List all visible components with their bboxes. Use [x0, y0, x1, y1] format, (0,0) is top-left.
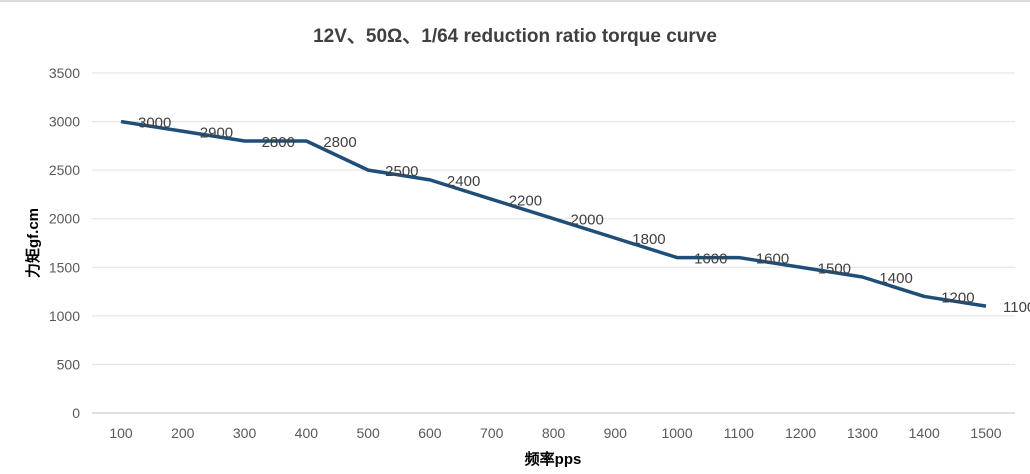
- x-tick-label: 300: [233, 425, 257, 441]
- x-tick-label: 700: [480, 425, 504, 441]
- data-label: 2000: [571, 212, 604, 229]
- data-label: 2400: [447, 173, 480, 190]
- x-tick-label: 1000: [661, 425, 692, 441]
- y-axis-label: 力矩gf.cm: [24, 208, 42, 278]
- data-label: 2500: [385, 163, 418, 180]
- x-tick-label: 1200: [785, 425, 816, 441]
- y-tick-label: 1000: [49, 308, 80, 324]
- x-tick-label: 600: [418, 425, 442, 441]
- x-tick-label: 1400: [909, 425, 940, 441]
- y-tick-label: 3000: [49, 114, 80, 130]
- y-tick-label: 3500: [49, 65, 80, 81]
- chart-title: 12V、50Ω、1/64 reduction ratio torque curv…: [313, 26, 717, 47]
- y-tick-label: 1500: [49, 259, 80, 275]
- x-axis-label: 频率pps: [525, 450, 582, 468]
- data-label: 1600: [694, 251, 727, 268]
- data-label: 3000: [138, 115, 171, 132]
- x-tick-label: 900: [604, 425, 628, 441]
- y-tick-label: 2500: [49, 162, 80, 178]
- y-tick-label: 0: [72, 405, 80, 421]
- data-label: 1800: [632, 231, 665, 248]
- data-label: 2800: [262, 134, 295, 151]
- x-tick-label: 500: [356, 425, 380, 441]
- data-label: 1200: [941, 289, 974, 306]
- data-label: 1100: [1003, 299, 1030, 316]
- data-label: 1500: [818, 260, 851, 277]
- data-label: 2800: [323, 134, 356, 151]
- series-line: [120, 119, 987, 308]
- data-label: 1600: [756, 251, 789, 268]
- y-tick-label: 500: [57, 356, 81, 372]
- x-tick-label: 1300: [847, 425, 878, 441]
- data-label: 1400: [879, 270, 912, 287]
- x-tick-label: 1100: [724, 425, 754, 441]
- y-tick-label: 2000: [49, 211, 80, 227]
- x-tick-label: 200: [171, 425, 195, 441]
- x-tick-label: 1500: [970, 425, 1001, 441]
- data-label: 2900: [200, 124, 233, 141]
- data-label: 2200: [509, 192, 542, 209]
- x-tick-label: 400: [295, 425, 319, 441]
- x-tick-label: 100: [109, 425, 133, 441]
- x-tick-label: 800: [542, 425, 566, 441]
